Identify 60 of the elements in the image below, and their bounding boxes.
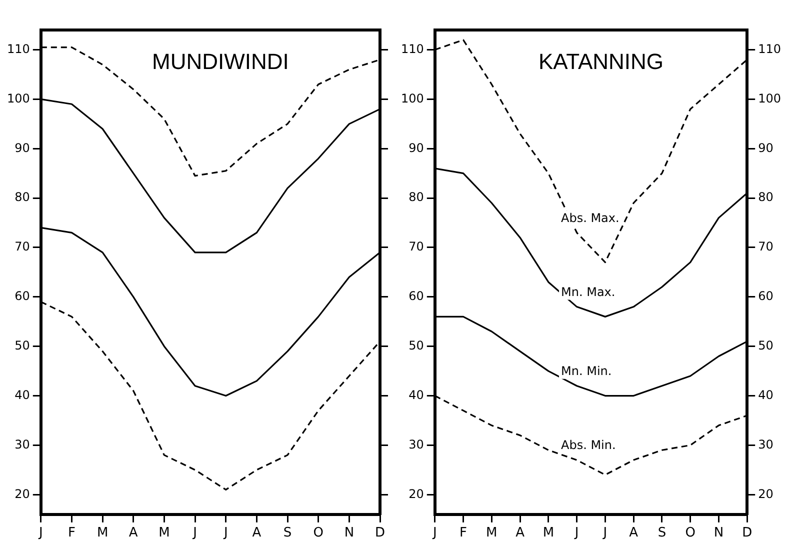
y-tick-label: 70 xyxy=(408,240,424,254)
x-tick-label: D xyxy=(742,526,752,541)
y-tick-label: 80 xyxy=(14,190,30,204)
y-tick-label: 90 xyxy=(14,140,30,155)
y-tick-label: 60 xyxy=(14,289,30,304)
series-label: Mn. Max. xyxy=(561,284,616,299)
x-tick-label: N xyxy=(344,526,354,541)
y-tick-label: 100 xyxy=(401,91,424,106)
y2-tick-label: 20 xyxy=(758,486,774,501)
y-tick-label: 110 xyxy=(401,42,424,56)
series-label: Mn. Min. xyxy=(561,364,612,378)
x-tick-label: M xyxy=(96,526,108,541)
text: MUNDIWINDI xyxy=(152,49,289,74)
y2-tick-label: 80 xyxy=(758,190,774,204)
y-tick-label: 70 xyxy=(14,240,30,254)
y-tick-label: 50 xyxy=(408,338,424,352)
x-tick-label: A xyxy=(516,526,525,541)
text: KATANNING xyxy=(538,49,664,74)
y-tick-label: 100 xyxy=(7,91,30,106)
x-tick-label: A xyxy=(128,526,138,541)
x-tick-label: F xyxy=(460,526,468,541)
y2-tick-label: 110 xyxy=(758,42,781,56)
y-tick-label: 60 xyxy=(408,289,424,304)
x-tick-label: S xyxy=(283,526,292,541)
x-tick-label: O xyxy=(313,526,324,541)
y-tick-label: 40 xyxy=(14,388,30,402)
x-tick-label: A xyxy=(252,526,262,541)
x-tick-label: M xyxy=(158,526,170,541)
y-tick-label: 30 xyxy=(14,437,30,452)
x-tick-label: J xyxy=(222,526,228,541)
x-tick-label: M xyxy=(486,526,498,541)
y2-tick-label: 30 xyxy=(758,437,774,452)
x-tick-label: J xyxy=(432,526,437,541)
x-tick-label: J xyxy=(192,526,197,541)
x-tick-label: O xyxy=(685,526,696,541)
x-tick-label: N xyxy=(714,526,724,541)
y-tick-label: 90 xyxy=(408,140,424,155)
y2-tick-label: 70 xyxy=(758,240,774,254)
x-tick-label: J xyxy=(574,526,579,541)
y2-tick-label: 100 xyxy=(758,91,781,106)
x-tick-label: A xyxy=(629,526,638,541)
y2-tick-label: 90 xyxy=(758,140,774,155)
series-label: Abs. Max. xyxy=(561,210,620,225)
x-tick-label: S xyxy=(658,526,666,541)
y2-tick-label: 40 xyxy=(758,388,774,402)
x-tick-label: J xyxy=(38,526,43,541)
x-tick-label: M xyxy=(542,526,554,541)
y-tick-label: 20 xyxy=(14,486,30,501)
y-tick-label: 30 xyxy=(408,437,424,452)
series-label: Abs. Min. xyxy=(561,438,616,452)
x-tick-label: J xyxy=(602,526,608,541)
y2-tick-label: 60 xyxy=(758,289,774,304)
y-tick-label: 50 xyxy=(14,338,30,352)
y-tick-label: 80 xyxy=(408,190,424,204)
y-tick-label: 110 xyxy=(7,42,30,56)
x-tick-label: D xyxy=(374,526,386,541)
x-tick-label: F xyxy=(68,526,76,541)
y-tick-label: 40 xyxy=(408,388,424,402)
y-tick-label: 20 xyxy=(408,486,424,501)
y2-tick-label: 50 xyxy=(758,338,774,352)
